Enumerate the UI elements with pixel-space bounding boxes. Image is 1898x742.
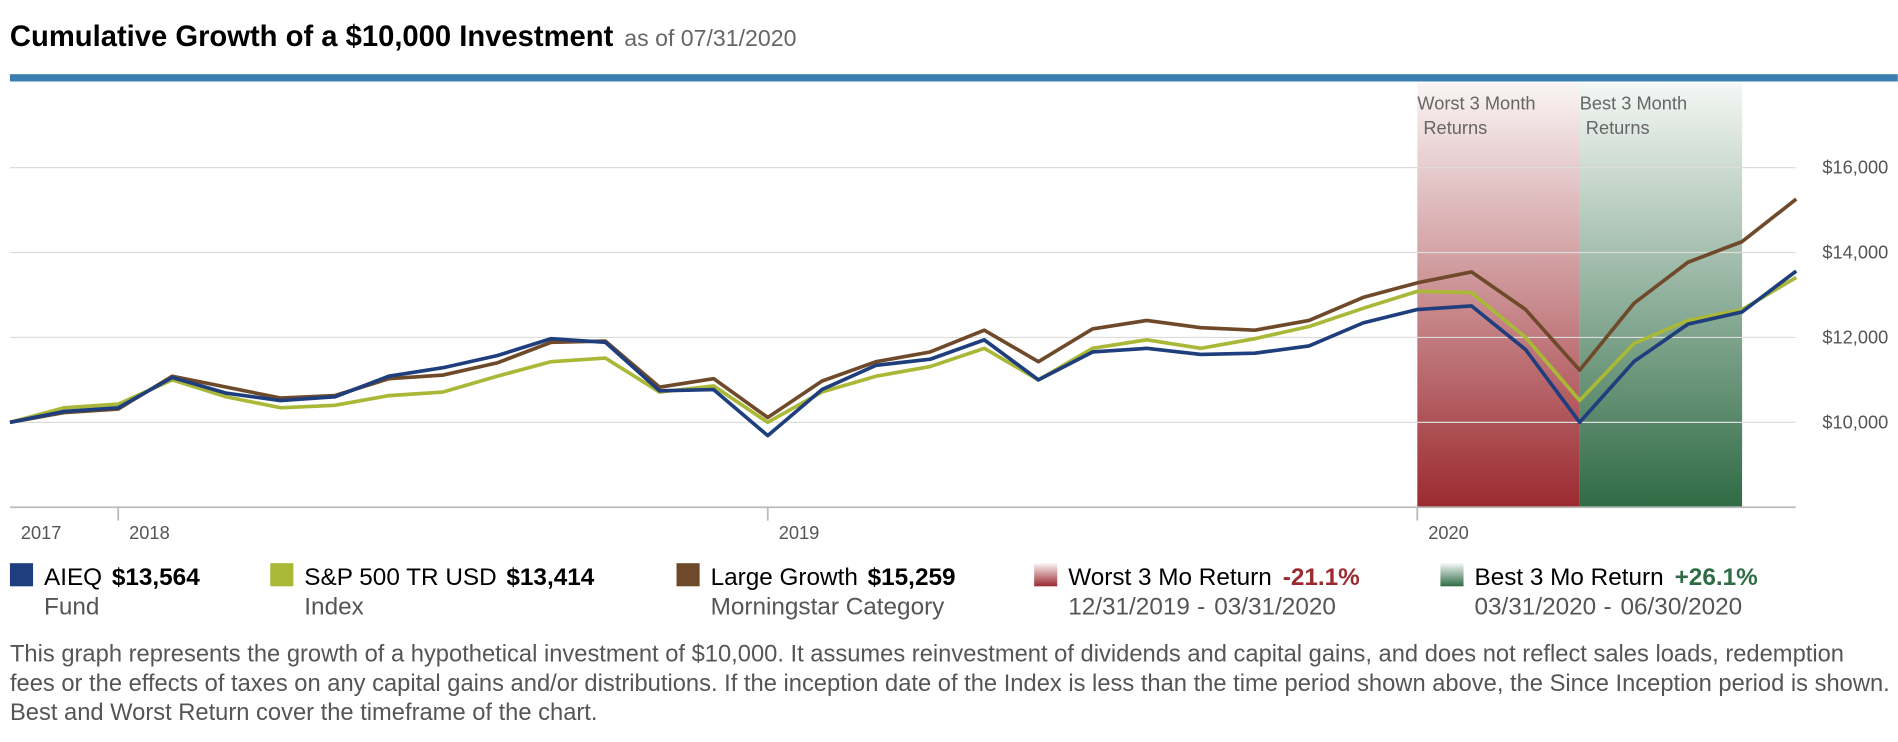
- x-tick-label: 2017: [21, 522, 62, 543]
- legend-role: Morningstar Category: [711, 593, 946, 620]
- y-tick-label: $14,000: [1822, 242, 1888, 263]
- legend-dash: -: [1603, 593, 1611, 620]
- legend-from: 12/31/2019: [1068, 593, 1190, 620]
- chart-subtitle: as of 07/31/2020: [624, 25, 796, 51]
- y-tick-label: $10,000: [1822, 411, 1888, 432]
- legend-return: +26.1%: [1675, 564, 1758, 591]
- legend-name: Large Growth: [711, 564, 858, 591]
- header-rule: [9, 74, 1898, 82]
- period-region: [1579, 82, 1743, 508]
- period-title: Best 3 Month Returns: [1580, 92, 1687, 137]
- series-line: [9, 275, 1798, 425]
- legend-name: Best 3 Mo Return: [1474, 564, 1663, 591]
- period-title: Worst 3 Month Returns: [1417, 92, 1535, 137]
- legend-value: $13,414: [506, 564, 594, 591]
- y-tick-label: $12,000: [1822, 327, 1888, 348]
- legend-return: -21.1%: [1283, 564, 1360, 591]
- legend-name: S&P 500 TR USD: [304, 564, 496, 591]
- legend-name: AIEQ: [44, 564, 102, 591]
- legend-swatch: [270, 563, 294, 587]
- legend-name: Worst 3 Mo Return: [1068, 564, 1272, 591]
- legend-swatch: [1034, 563, 1058, 587]
- period-region: [1417, 82, 1580, 508]
- x-tick-label: 2019: [779, 522, 820, 543]
- x-tick-label: 2018: [129, 522, 170, 543]
- legend-dash: -: [1197, 593, 1205, 620]
- legend-role: Fund: [44, 593, 99, 620]
- legend-swatch: [9, 563, 34, 587]
- legend-swatch: [676, 563, 700, 587]
- legend-to: 03/31/2020: [1214, 593, 1336, 620]
- legend-value: $13,564: [112, 564, 200, 591]
- legend-role: Index: [304, 593, 363, 620]
- x-tick-label: 2020: [1428, 522, 1469, 543]
- legend-value: $15,259: [868, 564, 956, 591]
- footnote: This graph represents the growth of a hy…: [9, 641, 1890, 727]
- series-line: [9, 269, 1798, 438]
- legend-from: 03/31/2020: [1474, 593, 1596, 620]
- legend-swatch: [1440, 563, 1464, 587]
- legend-to: 06/30/2020: [1620, 593, 1742, 620]
- y-tick-label: $16,000: [1822, 157, 1888, 178]
- footnote-box: This graph represents the growth of a hy…: [9, 641, 1890, 727]
- chart-title: Cumulative Growth of a $10,000 Investmen…: [10, 21, 614, 53]
